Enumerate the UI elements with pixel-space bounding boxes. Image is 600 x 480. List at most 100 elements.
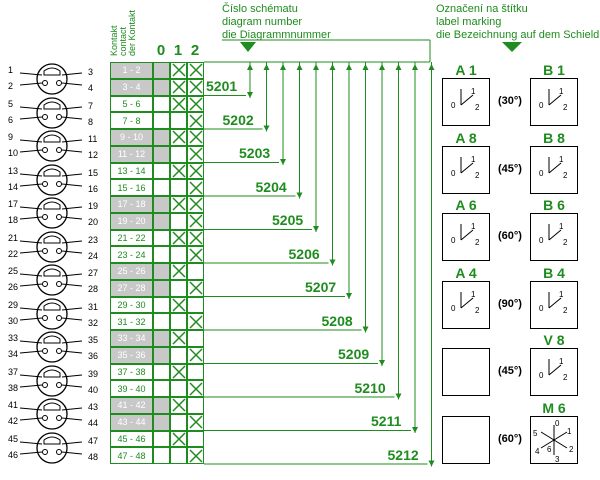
switch-pin-number: 42 [8, 416, 19, 426]
label-marking-box: 0 1 2 [442, 280, 490, 329]
closed-contact-x-icon [171, 164, 186, 178]
contact-cell-pos-0 [153, 162, 170, 180]
dial-position-mark: 0 [539, 236, 544, 245]
contact-cell-pos-2 [187, 62, 204, 79]
position-dial-icon [548, 89, 562, 106]
switch-pin-number: 28 [88, 284, 99, 294]
switch-symbol: 29 31 30 32 [0, 296, 110, 332]
position-1-header: 1 [173, 42, 183, 59]
dial-position-mark: 1 [559, 357, 564, 366]
dial-position-mark: 1 [567, 426, 572, 436]
contact-cell-pos-1 [170, 346, 187, 364]
dial-position-mark: 1 [559, 222, 564, 231]
dial-position-mark: 2 [475, 170, 480, 180]
label-marking-title: A 4 [455, 264, 477, 281]
switch-pin-number: 1 [8, 65, 14, 75]
diagram-number: 5201 [206, 78, 238, 94]
switch-pin-number: 22 [8, 248, 19, 259]
switch-pin-number: 20 [88, 217, 99, 227]
switch-pin-number: 40 [88, 384, 99, 395]
contact-cell-pos-0 [153, 447, 170, 464]
closed-contact-x-icon [188, 382, 203, 396]
diagram-number: 5202 [222, 111, 254, 128]
contact-cell-pos-2 [187, 346, 204, 364]
contact-cell-pos-2 [187, 313, 204, 330]
diagram-number-header: Číslo schématu diagram number die Diagra… [222, 3, 331, 42]
contact-pair-label: 41 - 42 [110, 397, 153, 414]
switch-pin-number: 47 [88, 435, 99, 446]
switch-pin-number: 24 [88, 250, 99, 261]
position-dial-icon [548, 359, 562, 376]
contact-cell-pos-1 [170, 430, 187, 448]
switch-icon [19, 130, 83, 162]
header-diagram-cz: Číslo schématu [222, 3, 298, 15]
dial-position-mark: 2 [475, 103, 480, 112]
contact-cell-pos-0 [153, 380, 170, 397]
contact-cell-pos-1 [170, 380, 187, 397]
dial-position-mark: 0 [539, 168, 544, 178]
contact-cell-pos-0 [153, 196, 170, 213]
switch-pin-number: 9 [8, 132, 14, 142]
closed-contact-x-icon [188, 415, 203, 429]
contact-cell-pos-0 [153, 413, 170, 431]
contact-cell-pos-0 [153, 363, 170, 381]
contact-cell-pos-1 [170, 363, 187, 381]
dial-position-mark: 0 [555, 418, 560, 428]
switch-icon [19, 264, 83, 296]
position-dial-icon [540, 424, 568, 455]
contact-cell-pos-0 [153, 179, 170, 196]
contact-cell-pos-0 [153, 279, 170, 297]
contact-cell-pos-2 [187, 162, 204, 180]
switch-pin-number: 44 [88, 418, 99, 428]
switch-symbol: 17 19 18 20 [0, 195, 110, 231]
contact-pair-label: 1 - 2 [110, 62, 153, 79]
switch-pin-number: 2 [8, 81, 14, 91]
contact-pair-label: 11 - 12 [110, 145, 153, 163]
switch-icon [19, 63, 83, 95]
dial-position-mark: 0 [451, 236, 456, 245]
closed-contact-x-icon [171, 432, 186, 446]
contact-pair-label: 13 - 14 [110, 162, 153, 180]
dial-position-mark: 0 [539, 101, 544, 110]
contact-cell-pos-0 [153, 145, 170, 163]
switch-pin-number: 12 [88, 150, 99, 160]
contact-cell-pos-2 [187, 129, 204, 146]
label-marking-box: 0 1 2 [442, 213, 490, 261]
contact-cell-pos-1 [170, 279, 187, 297]
switch-pin-number: 14 [8, 181, 19, 192]
contact-cell-pos-2 [187, 430, 204, 448]
contact-cell-pos-0 [153, 330, 170, 347]
switch-pin-number: 5 [8, 98, 14, 109]
switch-pin-number: 10 [8, 148, 19, 158]
contact-pair-label: 17 - 18 [110, 196, 153, 213]
contact-cell-pos-0 [153, 397, 170, 414]
diagram-number: 5211 [371, 413, 402, 429]
switch-pin-number: 39 [88, 368, 99, 379]
switch-pin-number: 34 [8, 349, 19, 359]
contact-cell-pos-0 [153, 112, 170, 129]
contact-pair-label: 3 - 4 [110, 78, 153, 96]
rotation-angle: (90°) [498, 297, 522, 310]
dial-position-mark: 2 [563, 373, 568, 382]
contact-cell-pos-0 [153, 78, 170, 96]
dial-position-mark: 0 [451, 168, 456, 178]
switch-pin-number: 32 [88, 317, 99, 328]
switch-pin-number: 41 [8, 400, 19, 410]
contact-cell-pos-1 [170, 145, 187, 163]
rotation-angle: (45°) [498, 162, 522, 175]
contact-cell-pos-1 [170, 179, 187, 196]
closed-contact-x-icon [188, 164, 203, 178]
dial-position-mark: 0 [451, 101, 456, 110]
switch-pin-number: 48 [88, 451, 99, 462]
position-dial-icon [460, 156, 474, 173]
label-marking-title: B 8 [543, 129, 565, 146]
closed-contact-x-icon [171, 97, 186, 111]
switch-pin-number: 3 [88, 67, 94, 77]
dial-position-mark: 0 [539, 303, 544, 313]
position-2-header: 2 [190, 42, 200, 59]
header-diagram-de: die Diagrammnummer [222, 29, 331, 41]
contact-pair-label: 35 - 36 [110, 346, 153, 364]
label-header-arrow [502, 42, 522, 52]
diagram-number: 5206 [288, 245, 320, 262]
switch-pin-number: 8 [88, 116, 94, 127]
